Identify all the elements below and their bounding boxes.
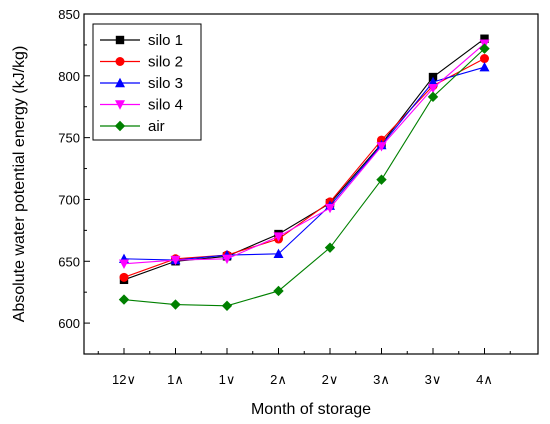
legend-item-silo-3: silo 3 xyxy=(100,75,183,92)
x-tick-label-3: 2∧ xyxy=(270,372,287,387)
series-silo-4 xyxy=(119,39,490,269)
data-point xyxy=(428,76,438,87)
x-axis-title: Month of storage xyxy=(251,401,371,418)
x-axis: 12∨ 1∧ 1∨ 2∧ 2∨ 3∧ 3∨ 4∧ xyxy=(97,348,511,387)
data-point xyxy=(376,174,387,185)
series-line xyxy=(123,43,485,265)
legend-item-silo-1: silo 1 xyxy=(100,32,183,49)
series-air xyxy=(118,43,490,311)
data-point xyxy=(119,259,129,269)
data-point xyxy=(479,43,490,54)
legend-label: silo 3 xyxy=(148,75,183,92)
data-point xyxy=(427,91,439,103)
data-point xyxy=(170,299,181,310)
data-point xyxy=(324,242,336,253)
legend-item-silo-4: silo 4 xyxy=(100,97,183,114)
legend-marker xyxy=(115,57,125,66)
data-point xyxy=(479,61,490,72)
series-line xyxy=(123,48,485,307)
data-point xyxy=(480,34,489,43)
legend-label: silo 4 xyxy=(148,97,183,114)
series-line xyxy=(123,58,485,278)
y-tick-label-750: 750 xyxy=(58,131,80,146)
x-tick-label-6: 3∨ xyxy=(425,372,442,387)
legend-marker xyxy=(114,120,126,132)
data-point xyxy=(273,232,284,242)
data-point xyxy=(480,54,489,64)
y-axis-title: Absolute water potential energy (kJ/kg) xyxy=(11,46,28,323)
x-tick-label-1: 1∧ xyxy=(167,372,184,387)
y-axis: 600 650 700 750 800 850 xyxy=(58,7,90,355)
legend-label: silo 2 xyxy=(148,54,183,71)
data-point xyxy=(170,255,181,266)
y-tick-label-850: 850 xyxy=(58,7,80,22)
data-point xyxy=(221,300,233,311)
legend-item-silo-2: silo 2 xyxy=(100,54,183,71)
legend-label: silo 1 xyxy=(148,32,183,49)
x-tick-label-5: 3∧ xyxy=(373,372,390,387)
series-layer xyxy=(118,34,490,311)
data-point xyxy=(118,294,130,305)
legend-marker xyxy=(115,100,125,110)
data-point xyxy=(428,83,438,94)
data-point xyxy=(273,285,284,297)
legend-marker xyxy=(115,35,125,45)
data-point xyxy=(376,142,387,152)
legend: silo 1 silo 2 silo 3 silo 4 air xyxy=(92,23,202,141)
x-tick-label-0: 12∨ xyxy=(112,372,136,387)
x-tick-label-7: 4∧ xyxy=(476,372,493,387)
y-tick-label-650: 650 xyxy=(58,254,80,269)
x-tick-label-2: 1∨ xyxy=(219,372,236,387)
y-tick-label-800: 800 xyxy=(58,69,80,84)
y-tick-label-600: 600 xyxy=(58,316,80,331)
plot-frame xyxy=(83,13,539,355)
data-point xyxy=(273,248,284,259)
legend-label: air xyxy=(148,118,165,135)
series-line xyxy=(123,66,485,261)
y-tick-label-700: 700 xyxy=(58,192,80,207)
legend-box xyxy=(92,23,202,141)
data-point xyxy=(222,254,232,264)
data-point xyxy=(119,272,129,282)
legend-item-air: air xyxy=(100,118,165,135)
data-point xyxy=(325,203,335,214)
legend-marker xyxy=(115,77,125,88)
series-line xyxy=(123,38,485,281)
x-tick-label-4: 2∨ xyxy=(322,372,339,387)
